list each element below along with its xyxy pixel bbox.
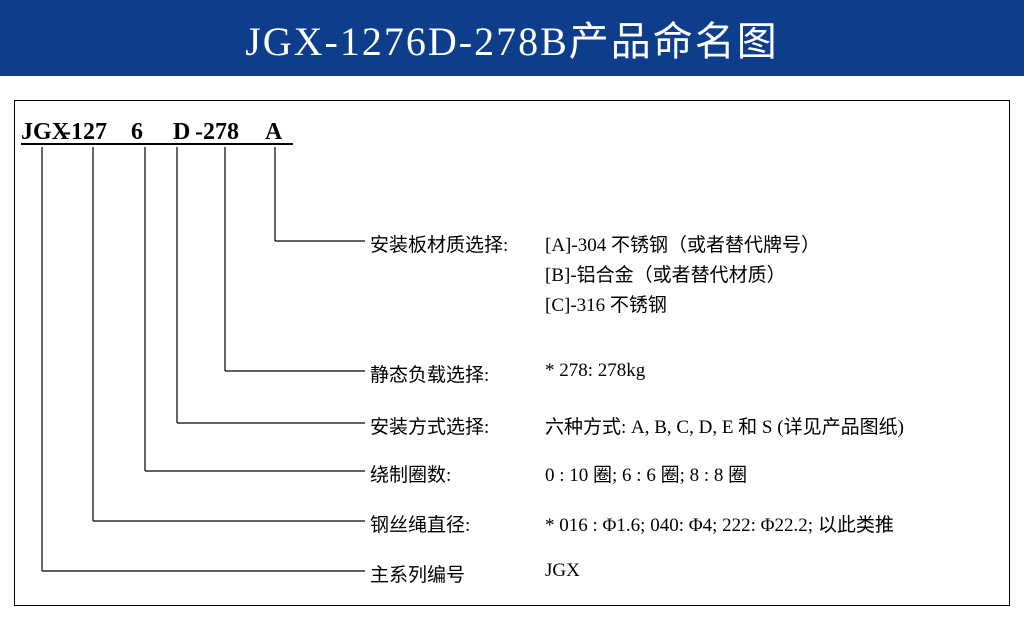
desc-subvalue-0-1: [C]-316 不锈钢 — [545, 290, 667, 317]
code-segment-1: -127 — [63, 119, 131, 145]
desc-value: 六种方式: A, B, C, D, E 和 S (详见产品图纸) — [545, 412, 1005, 439]
code-segment-2: 6 — [131, 119, 173, 145]
desc-label: 静态负载选择: — [370, 360, 545, 387]
desc-row-5: 主系列编号 JGX — [370, 560, 1005, 587]
code-segment-3: D — [173, 119, 195, 145]
naming-diagram: JGX-1276D-278A 安装板材质选择:[A]-304 不锈钢（或者替代牌… — [14, 100, 1010, 606]
desc-row-4: 钢丝绳直径:* 016 : Φ1.6; 040: Φ4; 222: Φ22.2;… — [370, 510, 1005, 537]
desc-value: JGX — [545, 560, 1005, 587]
desc-value: * 278: 278kg — [545, 360, 1005, 387]
title-banner: JGX-1276D-278B产品命名图 — [0, 0, 1024, 76]
desc-value: 0 : 10 圈; 6 : 6 圈; 8 : 8 圈 — [545, 460, 1005, 487]
desc-label: 主系列编号 — [370, 560, 545, 587]
desc-value: [A]-304 不锈钢（或者替代牌号） — [545, 230, 1005, 257]
code-segment-4: -278 — [195, 119, 265, 145]
desc-label: 安装板材质选择: — [370, 230, 545, 257]
desc-value: * 016 : Φ1.6; 040: Φ4; 222: Φ22.2; 以此类推 — [545, 510, 1005, 537]
product-code-row: JGX-1276D-278A — [21, 119, 293, 145]
desc-label: 钢丝绳直径: — [370, 510, 545, 537]
desc-row-3: 绕制圈数: 0 : 10 圈; 6 : 6 圈; 8 : 8 圈 — [370, 460, 1005, 487]
desc-row-2: 安装方式选择: 六种方式: A, B, C, D, E 和 S (详见产品图纸) — [370, 412, 1005, 439]
desc-row-0: 安装板材质选择:[A]-304 不锈钢（或者替代牌号） — [370, 230, 1005, 257]
code-segment-5: A — [265, 119, 293, 145]
desc-label: 绕制圈数: — [370, 460, 545, 487]
desc-label: 安装方式选择: — [370, 412, 545, 439]
desc-subvalue-0-0: [B]-铝合金（或者替代材质） — [545, 260, 786, 287]
desc-row-1: 静态负载选择:* 278: 278kg — [370, 360, 1005, 387]
title-text: JGX-1276D-278B产品命名图 — [245, 9, 779, 67]
code-segment-0: JGX — [21, 119, 63, 145]
